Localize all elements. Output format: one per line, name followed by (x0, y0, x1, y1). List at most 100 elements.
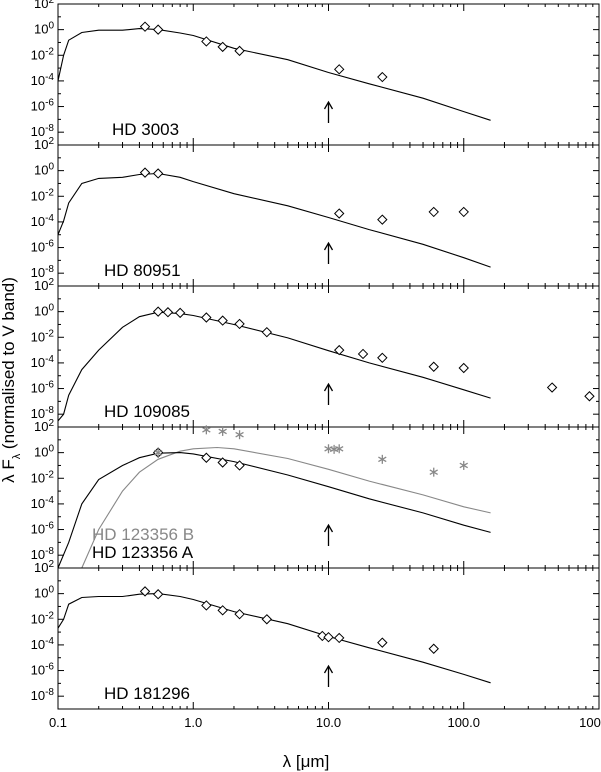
photometry-point (139, 167, 151, 178)
panel-2: 102 100 10-2 10-4 10-6 10-8 HD 80951 (31, 136, 600, 287)
x-tick-label: 100.0 (447, 715, 480, 730)
photometry-point (139, 586, 151, 597)
photometry-point (217, 605, 228, 616)
photometry-point (377, 71, 388, 83)
y-axis-label-sub: λ (11, 453, 23, 459)
photometry-point (162, 307, 174, 318)
photometry-point (323, 631, 334, 643)
photometry-point-b (378, 454, 387, 464)
x-tick-label: 0.1 (49, 715, 67, 730)
photometry-point (584, 391, 595, 402)
y-tick-label: 102 (34, 559, 54, 576)
panel-3: 102 100 10-2 10-4 10-6 10-8 HD 109085 (31, 277, 600, 428)
y-tick-label: 10-8 (31, 264, 55, 281)
y-tick-label: 100 (34, 302, 54, 319)
photometry-point-b (153, 448, 163, 458)
photometry-point (428, 643, 439, 654)
x-tick-label: 1000.0 (579, 715, 601, 730)
photometry-point (377, 214, 388, 225)
photometry-point (201, 36, 212, 47)
photometry-point (428, 206, 439, 218)
star-label: HD 123356 A (92, 543, 194, 562)
photometry-point (201, 312, 212, 323)
x-axis-label: λ [μm] (283, 752, 330, 771)
photometry-point (152, 168, 164, 179)
photometry-point (261, 614, 273, 625)
photometry-point-b (218, 426, 227, 436)
model-spectrum (57, 172, 491, 268)
arrow-head (323, 100, 334, 110)
photometry-point-b (329, 444, 339, 454)
y-tick-label: 102 (34, 136, 54, 153)
star-label: HD 3003 (112, 120, 179, 139)
arrow-head (323, 523, 334, 533)
y-tick-label: 10-8 (31, 123, 55, 140)
star-label-b: HD 123356 B (92, 525, 194, 544)
panel-4: 102 100 10-2 10-4 10-6 10-8 HD 123356 BHD 1233… (31, 418, 600, 569)
y-tick-label: 10-8 (31, 687, 55, 704)
y-tick-label: 100 (34, 443, 54, 460)
model-spectrum-b (81, 446, 491, 569)
photometry-point-b (334, 444, 344, 454)
y-tick-label: 10-2 (31, 46, 55, 63)
star-label: HD 181296 (104, 684, 190, 703)
arrow-head (323, 382, 334, 392)
y-tick-label: 10-8 (31, 405, 55, 422)
photometry-point (234, 608, 245, 620)
photometry-point (201, 600, 212, 611)
photometry-point-b (459, 460, 468, 470)
y-tick-label: 102 (34, 277, 54, 294)
photometry-point (234, 318, 245, 330)
photometry-point (261, 326, 273, 338)
photometry-point (334, 64, 345, 75)
model-spectrum (57, 452, 491, 569)
y-tick-label: 10-6 (31, 379, 55, 396)
photometry-point (334, 344, 345, 356)
arrow-head (323, 241, 334, 251)
photometry-point (458, 362, 469, 374)
y-axis-label-main: λ F (0, 459, 18, 483)
y-tick-label: 10-4 (31, 353, 55, 370)
photometry-point (546, 382, 558, 393)
y-tick-label: 102 (34, 0, 54, 11)
photometry-point (428, 361, 439, 372)
x-tick-label: 1.0 (184, 715, 202, 730)
y-tick-label: 10-8 (31, 546, 55, 563)
photometry-point (152, 306, 164, 317)
photometry-point (152, 24, 164, 35)
photometry-point-b (235, 430, 244, 440)
y-tick-label: 10-6 (31, 238, 55, 255)
panel-5: 102 100 10-2 10-4 10-6 10-8 HD 181296 (31, 559, 600, 710)
y-axis-label: λ Fλ (normalised to V band) (0, 277, 23, 483)
y-tick-label: 10-6 (31, 661, 55, 678)
y-tick-label: 10-6 (31, 97, 55, 114)
photometry-point (377, 637, 388, 648)
arrow-head (323, 664, 334, 674)
photometry-point (174, 307, 186, 319)
photometry-point-b (324, 444, 333, 454)
y-tick-label: 10-4 (31, 212, 55, 229)
y-tick-label: 10-2 (31, 187, 55, 204)
panels-group: 102 100 10-2 10-4 10-6 10-8 HD 3003 102 100 10-2 1… (31, 0, 601, 730)
photometry-point (334, 632, 345, 644)
photometry-point-b (429, 467, 438, 477)
star-label: HD 80951 (104, 261, 181, 280)
y-tick-label: 10-4 (31, 494, 55, 511)
photometry-point (234, 460, 245, 471)
panel-1: 102 100 10-2 10-4 10-6 10-8 HD 3003 (31, 0, 600, 146)
photometry-point (201, 452, 212, 463)
photometry-point (334, 208, 345, 219)
y-tick-label: 10-4 (31, 71, 55, 88)
photometry-point (139, 21, 151, 32)
photometry-point (217, 457, 228, 468)
photometry-point (234, 45, 245, 57)
photometry-point (357, 348, 369, 360)
photometry-point-b (202, 425, 211, 435)
y-axis-label-rest: (normalised to V band) (0, 277, 18, 454)
y-tick-label: 102 (34, 418, 54, 435)
photometry-point (317, 630, 328, 642)
model-spectrum (57, 28, 491, 121)
y-tick-label: 10-6 (31, 520, 55, 537)
y-tick-label: 10-2 (31, 610, 55, 627)
